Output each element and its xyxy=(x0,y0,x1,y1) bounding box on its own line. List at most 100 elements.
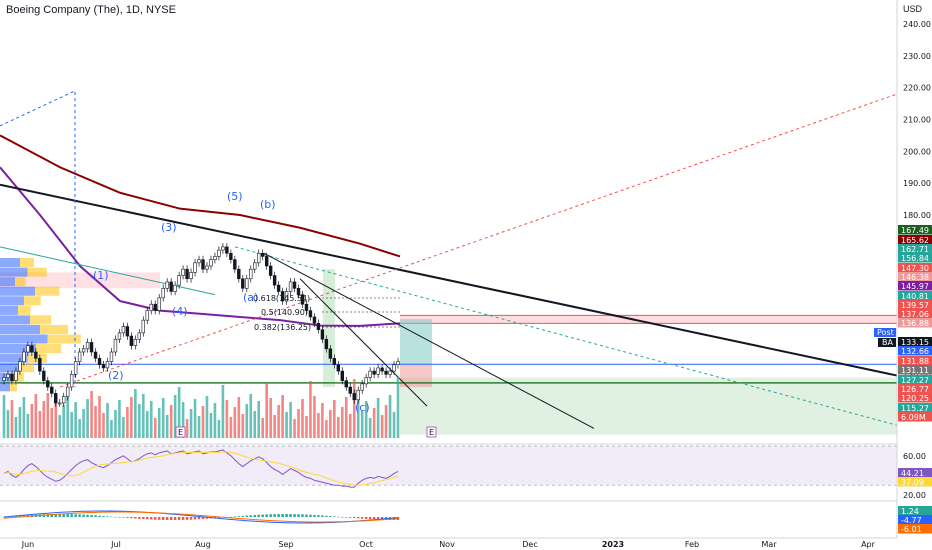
candle-body xyxy=(257,252,261,264)
volume-bar xyxy=(94,406,97,438)
fib-level-label: 0.5(140.90) xyxy=(261,308,308,317)
time-tick-label: Sep xyxy=(278,540,293,549)
volume-profile-bar xyxy=(0,353,28,363)
fib-level-label: 0.618(145.54) xyxy=(253,294,310,303)
price-tag xyxy=(898,291,932,301)
macd-histogram-bar xyxy=(349,517,352,518)
macd-histogram-bar xyxy=(361,517,364,519)
candle-body xyxy=(233,259,237,270)
candle-body xyxy=(304,303,309,311)
candle-body xyxy=(229,252,233,260)
macd-histogram-bar xyxy=(201,517,205,519)
candle-body xyxy=(296,287,301,295)
volume-profile-bar xyxy=(30,315,51,325)
price-tag-label: 132.66 xyxy=(901,347,929,356)
candle-body xyxy=(38,358,42,372)
volume-bar xyxy=(142,394,145,438)
macd-histogram-bar xyxy=(376,517,380,520)
volume-bar xyxy=(82,409,85,438)
candle-body xyxy=(2,377,6,381)
macd-histogram-bar xyxy=(285,514,288,517)
macd-histogram-bar xyxy=(380,517,384,520)
macd-histogram-bar xyxy=(305,514,308,517)
volume-bar xyxy=(106,403,109,438)
candle-body xyxy=(324,338,329,350)
volume-bar xyxy=(301,399,304,438)
price-tick-label: 130.00 xyxy=(903,370,931,379)
volume-bars xyxy=(2,377,400,438)
macd-histogram-bar xyxy=(70,514,73,517)
macd-histogram-bar xyxy=(313,514,316,517)
volume-bar xyxy=(285,412,288,438)
candle-body xyxy=(34,351,38,359)
price-tag-label: 6.09M xyxy=(901,413,926,422)
price-tag-label: 147.30 xyxy=(901,264,929,273)
candle-body xyxy=(65,386,70,397)
target-zone xyxy=(400,377,897,435)
price-tag xyxy=(898,309,932,319)
time-tick-label: Dec xyxy=(522,540,537,549)
candle-body xyxy=(85,342,90,350)
macd-histogram-bar xyxy=(189,517,193,520)
volume-bar xyxy=(348,414,352,438)
macd-histogram-bar xyxy=(269,514,272,517)
candle-body xyxy=(336,364,341,372)
price-tag xyxy=(898,318,932,328)
volume-profile-bar xyxy=(0,296,24,306)
currency-label: USD xyxy=(903,4,923,14)
price-tag-label: 140.81 xyxy=(901,292,929,301)
price-tag-label: 162.71 xyxy=(901,245,929,254)
macd-histogram-bar xyxy=(281,514,284,517)
volume-profile-bar xyxy=(36,344,62,354)
price-tag-label: 131.11 xyxy=(901,366,929,375)
price-tag-label: 131.88 xyxy=(901,357,929,366)
macd-histogram-bar xyxy=(357,517,360,519)
volume-bar xyxy=(273,415,276,438)
candle-body xyxy=(46,380,50,388)
volume-bar xyxy=(233,407,237,438)
rsi-tick-label: 60.00 xyxy=(903,452,926,461)
volume-bar xyxy=(325,420,328,438)
candle-body xyxy=(372,370,376,375)
volume-profile-bar xyxy=(0,334,48,344)
macd-histogram-bar xyxy=(345,517,348,518)
macd-histogram-bar xyxy=(273,514,276,517)
candle-body xyxy=(129,335,134,346)
volume-bar xyxy=(368,418,372,438)
candle-body xyxy=(364,377,368,385)
volume-bar xyxy=(205,396,209,438)
volume-profile-bar xyxy=(35,286,60,296)
volume-bar xyxy=(169,405,173,438)
macd-histogram-bar xyxy=(82,514,85,517)
volume-bar xyxy=(138,404,141,438)
macd-histogram-bar xyxy=(106,516,109,517)
volume-profile-bar xyxy=(0,363,20,373)
macd-histogram-bar xyxy=(177,517,181,520)
volume-bar xyxy=(225,400,229,438)
macd-histogram-bar xyxy=(289,514,292,517)
candle-body xyxy=(332,358,337,366)
volume-bar xyxy=(173,395,177,438)
volume-bar xyxy=(157,408,161,438)
candle-body xyxy=(177,275,181,286)
volume-bar xyxy=(309,381,312,438)
volume-profile-bar xyxy=(0,344,36,354)
macd-signal-line xyxy=(3,511,399,523)
volume-bar xyxy=(78,419,81,438)
volume-profile-bar xyxy=(47,334,81,344)
wave-label: (a) xyxy=(243,291,258,304)
macd-histogram-bar xyxy=(277,514,280,517)
candle-body xyxy=(185,268,189,280)
candle-body xyxy=(117,332,122,340)
candle-body xyxy=(113,338,118,353)
candle-body xyxy=(213,256,217,260)
volume-profile-bar xyxy=(27,267,47,277)
price-tag-label: 165.62 xyxy=(901,236,929,245)
macd-tag-label: -6.01 xyxy=(901,525,922,534)
candle-body xyxy=(6,373,10,378)
channel-line xyxy=(263,252,595,429)
candle-body xyxy=(18,361,22,372)
macd-histogram-bar xyxy=(333,516,336,517)
candle-body xyxy=(276,284,281,292)
